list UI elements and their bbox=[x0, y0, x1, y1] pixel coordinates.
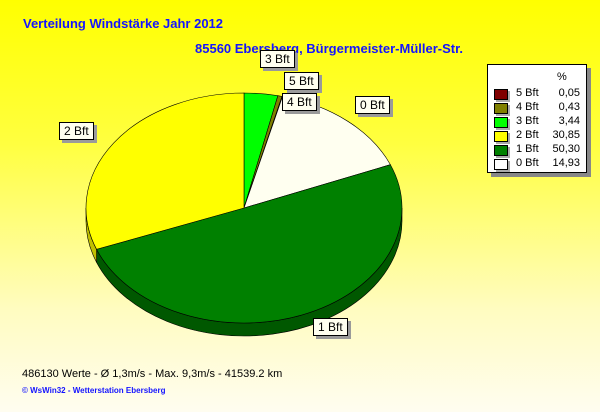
pie-slice-1-bft[interactable] bbox=[96, 164, 403, 324]
legend-label: 5 Bft bbox=[516, 87, 539, 99]
slice-label-3-bft: 3 Bft bbox=[260, 50, 295, 68]
legend-entry: 2 Bft 30,85 bbox=[494, 129, 584, 143]
legend-swatch bbox=[494, 145, 508, 156]
slice-label-0-bft: 0 Bft bbox=[355, 96, 390, 114]
legend-label: 3 Bft bbox=[516, 115, 539, 127]
legend-entry: 3 Bft 3,44 bbox=[494, 115, 584, 129]
slice-label-5-bft: 5 Bft bbox=[284, 72, 319, 90]
legend-label: 1 Bft bbox=[516, 143, 539, 155]
legend-swatch bbox=[494, 117, 508, 128]
legend-value: 50,30 bbox=[552, 143, 580, 155]
pie-slice-2-bft[interactable] bbox=[85, 92, 245, 250]
slice-label-4-bft: 4 Bft bbox=[282, 93, 317, 111]
legend-value: 14,93 bbox=[552, 157, 580, 169]
legend-header: % bbox=[557, 71, 567, 83]
slice-label-2-bft: 2 Bft bbox=[59, 122, 94, 140]
legend-label: 2 Bft bbox=[516, 129, 539, 141]
legend-value: 30,85 bbox=[552, 129, 580, 141]
legend-entry: 1 Bft 50,30 bbox=[494, 143, 584, 157]
legend-value: 3,44 bbox=[558, 115, 580, 127]
copyright-text: © WsWin32 - Wetterstation Ebersberg bbox=[22, 386, 166, 395]
legend-swatch bbox=[494, 131, 508, 142]
legend-entry: 0 Bft 14,93 bbox=[494, 157, 584, 171]
legend-entry: 4 Bft 0,43 bbox=[494, 101, 584, 115]
legend-value: 0,05 bbox=[558, 87, 580, 99]
legend-entry: 5 Bft 0,05 bbox=[494, 87, 584, 101]
legend-swatch bbox=[494, 89, 508, 100]
legend-swatch bbox=[494, 159, 508, 170]
legend-swatch bbox=[494, 103, 508, 114]
chart-title: Verteilung Windstärke Jahr 2012 bbox=[23, 16, 224, 31]
statistics-summary: 486130 Werte - Ø 1,3m/s - Max. 9,3m/s - … bbox=[22, 368, 283, 380]
slice-label-1-bft: 1 Bft bbox=[313, 318, 348, 336]
legend-value: 0,43 bbox=[558, 101, 580, 113]
legend: % 5 Bft 0,05 4 Bft 0,43 3 Bft 3,44 2 Bft… bbox=[487, 64, 587, 173]
legend-label: 4 Bft bbox=[516, 101, 539, 113]
legend-label: 0 Bft bbox=[516, 157, 539, 169]
